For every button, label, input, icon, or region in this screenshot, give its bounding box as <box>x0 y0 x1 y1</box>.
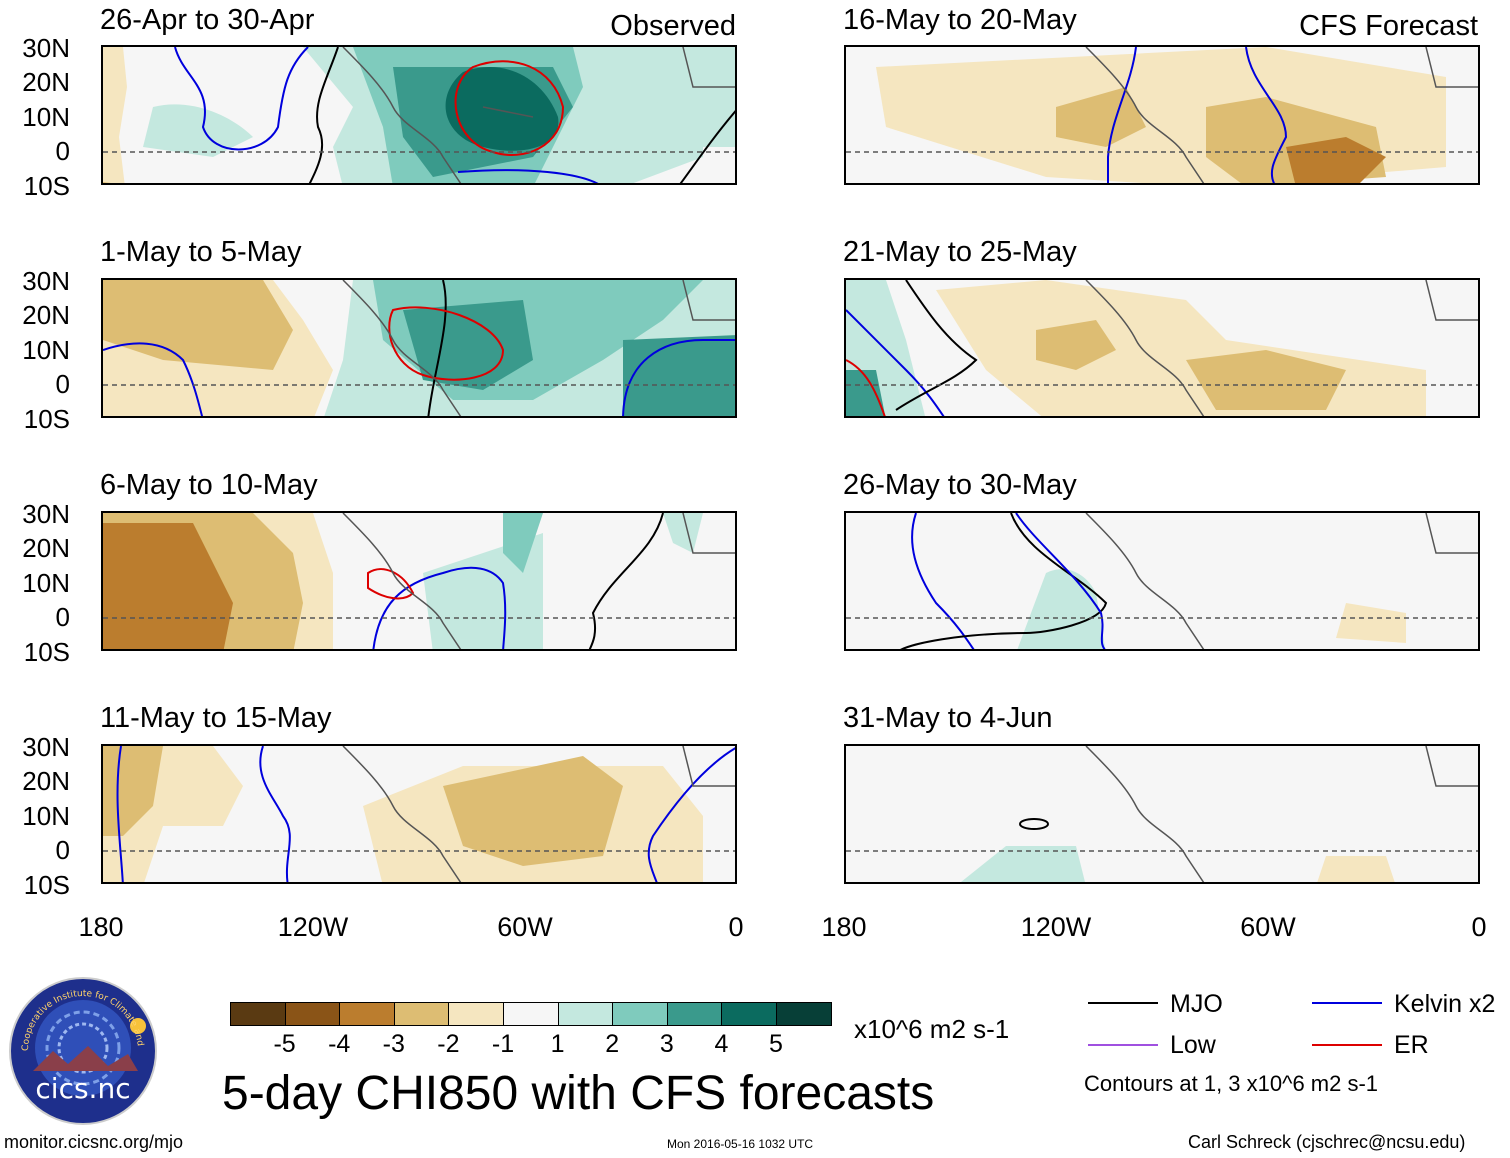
lat-label: 0 <box>55 136 70 166</box>
lat-label: 30N <box>22 499 70 529</box>
map-panel-6 <box>844 278 1480 418</box>
colorbar-swatch <box>776 1002 832 1026</box>
legend-line-kelvin <box>1312 1002 1382 1004</box>
contours-note: Contours at 1, 3 x10^6 m2 s-1 <box>1084 1071 1379 1096</box>
main-title: 5-day CHI850 with CFS forecasts <box>222 1067 935 1120</box>
lon-label-180-left: 180 <box>78 912 124 942</box>
lat-label: 10S <box>23 637 70 667</box>
lat-label: 20N <box>22 67 70 97</box>
lat-label: 10S <box>23 404 70 434</box>
map-panel-4 <box>101 744 737 884</box>
colorbar-label: -4 <box>328 1030 351 1058</box>
logo-text: cics.nc <box>35 1072 130 1105</box>
legend-line-er <box>1312 1044 1382 1046</box>
lat-label: 10N <box>22 568 70 598</box>
colorbar-label: -3 <box>382 1030 405 1058</box>
colorbar-swatch <box>393 1002 450 1026</box>
legend-label-er: ER <box>1394 1031 1429 1059</box>
colorbar-label: 4 <box>714 1030 729 1058</box>
colorbar-swatch <box>557 1002 614 1026</box>
lon-label-0-right: 0 <box>1471 912 1487 942</box>
lat-label: 0 <box>55 602 70 632</box>
lat-label: 10S <box>23 870 70 900</box>
legend-label-kelvin: Kelvin x2 <box>1394 990 1496 1018</box>
lat-label: 30N <box>22 33 70 63</box>
panel-title-4: 11-May to 15-May <box>100 702 332 734</box>
colorbar-swatch <box>666 1002 723 1026</box>
colorbar-swatch <box>284 1002 341 1026</box>
colorbar-label: 2 <box>605 1030 620 1058</box>
legend-line-mjo <box>1088 1002 1158 1004</box>
cics-logo: Cooperative Institute for Climate and Sa… <box>5 969 158 1126</box>
lon-label-0-left: 0 <box>728 912 744 942</box>
lat-label: 20N <box>22 533 70 563</box>
colorbar-swatch <box>503 1002 559 1026</box>
footer-url: monitor.cicsnc.org/mjo <box>4 1132 184 1152</box>
colorbar-label: 1 <box>550 1030 565 1058</box>
panel-title-3: 6-May to 10-May <box>100 469 318 501</box>
legend-line-low <box>1088 1044 1158 1046</box>
lat-label: 0 <box>55 835 70 865</box>
colorbar-swatch <box>448 1002 504 1026</box>
lon-label-120w-left: 120W <box>277 912 349 942</box>
observed-label: Observed <box>610 10 736 42</box>
panel-title-1: 26-Apr to 30-Apr <box>100 4 315 36</box>
lon-label-60w-right: 60W <box>1240 912 1296 942</box>
lat-label: 30N <box>22 266 70 296</box>
map-panel-2 <box>101 278 737 418</box>
colorbar-swatch <box>721 1002 777 1026</box>
colorbar-label: -2 <box>437 1030 460 1058</box>
lat-label: 10N <box>22 335 70 365</box>
lat-label: 10N <box>22 102 70 132</box>
colorbar-swatch <box>339 1002 395 1026</box>
colorbar-units: x10^6 m2 s-1 <box>854 1014 1010 1044</box>
map-panel-5 <box>844 45 1480 185</box>
panel-title-6: 21-May to 25-May <box>843 236 1077 268</box>
colorbar-label: 5 <box>769 1030 783 1058</box>
colorbar-label: -5 <box>273 1030 296 1058</box>
panel-title-5: 16-May to 20-May <box>843 4 1077 36</box>
colorbar-swatch <box>612 1002 668 1026</box>
map-panel-7 <box>844 511 1480 651</box>
lat-label: 10S <box>23 171 70 201</box>
colorbar-label: -1 <box>491 1030 515 1058</box>
footer-author: Carl Schreck (cjschrec@ncsu.edu) <box>1188 1132 1466 1152</box>
lat-label: 10N <box>22 801 70 831</box>
map-panel-1 <box>101 45 737 185</box>
lat-label: 30N <box>22 732 70 762</box>
colorbar-swatch <box>230 1002 286 1026</box>
footer-timestamp: Mon 2016-05-16 1032 UTC <box>667 1137 814 1151</box>
panel-title-8: 31-May to 4-Jun <box>843 702 1053 734</box>
map-panel-3 <box>101 511 737 651</box>
legend-label-mjo: MJO <box>1170 990 1223 1018</box>
lat-label: 20N <box>22 766 70 796</box>
forecast-label: CFS Forecast <box>1299 10 1478 42</box>
panel-title-2: 1-May to 5-May <box>100 236 302 268</box>
map-panel-8 <box>844 744 1480 884</box>
lon-label-60w-left: 60W <box>497 912 553 942</box>
lat-label: 20N <box>22 300 70 330</box>
legend-label-low: Low <box>1170 1031 1216 1059</box>
lon-label-180-right: 180 <box>821 912 867 942</box>
lon-label-120w-right: 120W <box>1020 912 1092 942</box>
colorbar-label: 3 <box>659 1030 674 1058</box>
panel-title-7: 26-May to 30-May <box>843 469 1077 501</box>
lat-label: 0 <box>55 369 70 399</box>
